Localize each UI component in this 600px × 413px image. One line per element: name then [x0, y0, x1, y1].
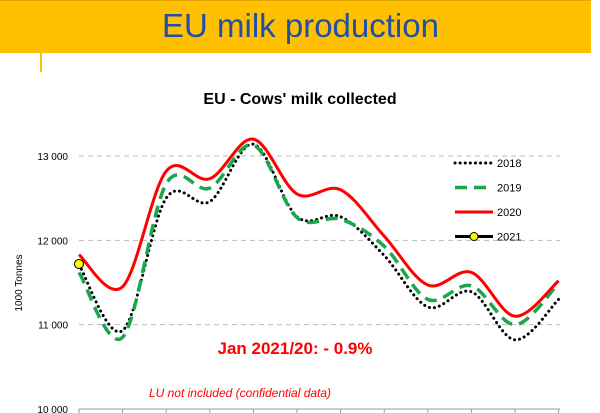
annotation-note: LU not included (confidential data) [149, 386, 331, 400]
legend-marker-2021 [469, 232, 479, 241]
y-tick-label: 13 000 [37, 152, 68, 163]
legend-label-2018: 2018 [497, 158, 521, 170]
chart-title: EU - Cows' milk collected [203, 91, 396, 108]
legend-label-2019: 2019 [497, 183, 521, 195]
series-line-2020 [77, 137, 560, 318]
series-line-2018 [77, 142, 561, 342]
legend-label-2020: 2020 [497, 207, 521, 219]
y-tick-label: 11 000 [38, 321, 68, 332]
slide-title: EU milk production [162, 7, 439, 44]
y-axis-label: 1000 Tonnes [14, 254, 25, 311]
y-tick-label: 10 000 [37, 405, 68, 413]
legend-label-2021: 2021 [497, 232, 521, 244]
annotation-change: Jan 2021/20: - 0.9% [218, 339, 373, 358]
series-line-2019 [77, 143, 560, 342]
y-tick-label: 12 000 [37, 236, 68, 247]
data-point-2021 [74, 258, 84, 269]
decorative-divider [40, 52, 42, 72]
title-banner: EU milk production [0, 0, 591, 53]
